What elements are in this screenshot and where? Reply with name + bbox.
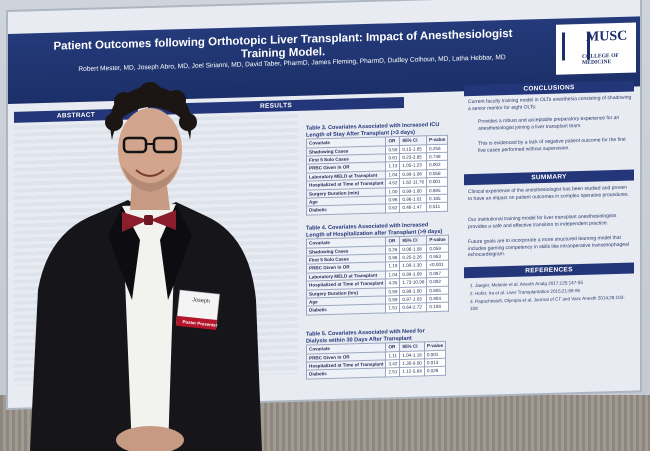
bow-tie [122, 210, 176, 232]
smile [135, 169, 165, 177]
face [118, 108, 182, 192]
name-badge [176, 289, 220, 330]
lapel-right [160, 204, 192, 300]
lapel-left [108, 206, 140, 300]
bow-tie-knot [144, 215, 153, 225]
hands [116, 426, 184, 451]
